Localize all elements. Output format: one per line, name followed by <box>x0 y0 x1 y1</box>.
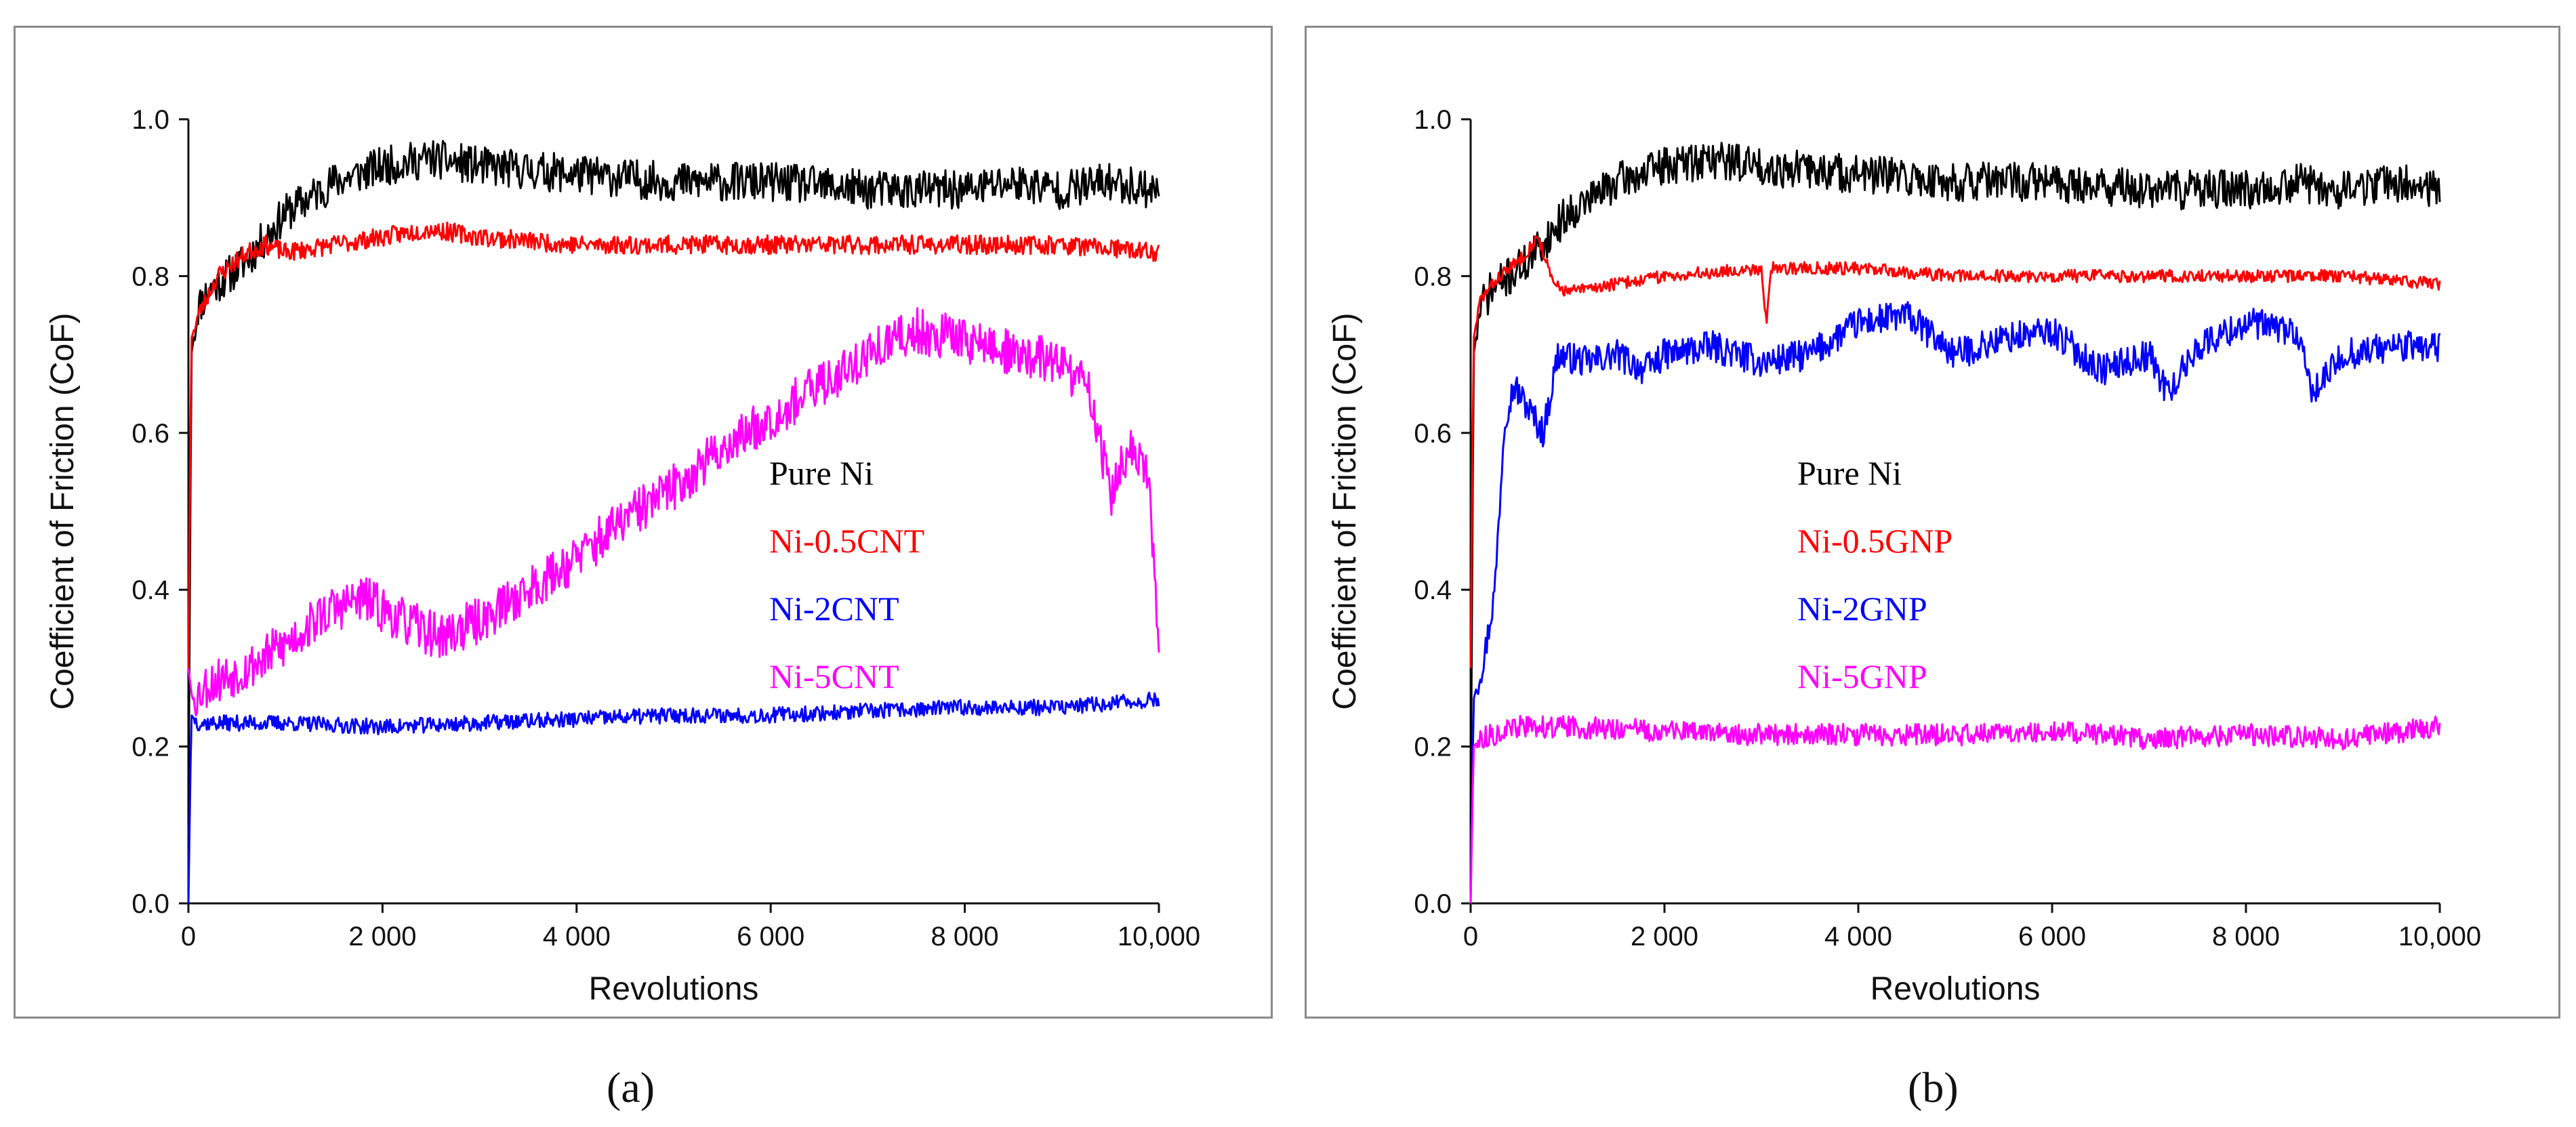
y-axis-title: Coefficient of Friction (CoF) <box>1327 313 1363 710</box>
y-tick-label: 0.4 <box>131 575 169 605</box>
panel-label-a: (a) <box>607 1063 655 1111</box>
legend-entry-ni-0-5cnt: Ni-0.5CNT <box>769 522 924 560</box>
y-tick-label: 0.6 <box>131 419 169 449</box>
legend-entry-pure-ni: Pure Ni <box>769 454 874 492</box>
x-tick-label: 2 000 <box>348 922 416 951</box>
y-tick-label: 0.2 <box>1414 733 1452 762</box>
chart-b: 0 2 000 4 000 6 000 8 000 10,000 0.0 0.2 0.4 0.6 0… <box>1327 105 2481 1007</box>
x-tick-label: 8 000 <box>2212 922 2280 951</box>
y-axis-title: Coefficient of Friction (CoF) <box>45 313 81 710</box>
y-tick-label: 0.0 <box>131 889 169 919</box>
y-tick-label: 0.8 <box>131 262 169 291</box>
series-line-ni-2gnp <box>1469 301 2441 904</box>
y-tick-label: 0.2 <box>131 733 169 762</box>
y-tick-label: 1.0 <box>1414 105 1452 135</box>
x-tick-label: 0 <box>1463 922 1478 951</box>
x-tick-label: 4 000 <box>1824 922 1892 951</box>
x-tick-label: 2 000 <box>1631 922 1698 951</box>
series-line-ni-0-5gnp <box>1469 235 2441 668</box>
x-tick-label: 10,000 <box>2398 922 2481 951</box>
x-tick-label: 10,000 <box>1118 922 1200 951</box>
x-axis-title: Revolutions <box>1870 971 2041 1007</box>
series-line-ni-2cnt <box>187 691 1160 904</box>
panel-label-b: (b) <box>1908 1063 1959 1111</box>
series-line-pure-ni <box>187 140 1160 825</box>
y-tick-label: 0.4 <box>1414 575 1452 605</box>
x-tick-label: 6 000 <box>2018 922 2086 951</box>
x-tick-label: 0 <box>181 922 196 951</box>
y-tick-label: 1.0 <box>131 105 169 135</box>
legend-entry-ni-2gnp: Ni-2GNP <box>1797 590 1927 628</box>
x-axis-title: Revolutions <box>589 971 759 1007</box>
legend-entry-ni-5cnt: Ni-5CNT <box>769 657 899 695</box>
legend-entry-ni-2cnt: Ni-2CNT <box>769 590 899 628</box>
x-tick-label: 8 000 <box>931 922 999 951</box>
series-line-ni-0-5cnt <box>187 221 1160 668</box>
x-tick-label: 4 000 <box>543 922 611 951</box>
series-line-pure-ni <box>1469 142 2441 825</box>
y-tick-label: 0.8 <box>1414 262 1452 291</box>
x-tick-label: 6 000 <box>737 922 804 951</box>
legend-entry-ni-0-5gnp: Ni-0.5GNP <box>1797 522 1953 560</box>
legend-entry-pure-ni: Pure Ni <box>1797 454 1902 492</box>
legend-entry-ni-5gnp: Ni-5GNP <box>1797 657 1927 695</box>
chart-a: 0 2 000 4 000 6 000 8 000 10,000 0.0 0.2 0.4 0.6 0… <box>45 105 1200 1007</box>
series-line-ni-5cnt <box>187 307 1160 716</box>
y-tick-label: 0.0 <box>1414 889 1452 919</box>
y-tick-label: 0.6 <box>1414 419 1452 449</box>
series-line-ni-5gnp <box>1469 715 2441 904</box>
